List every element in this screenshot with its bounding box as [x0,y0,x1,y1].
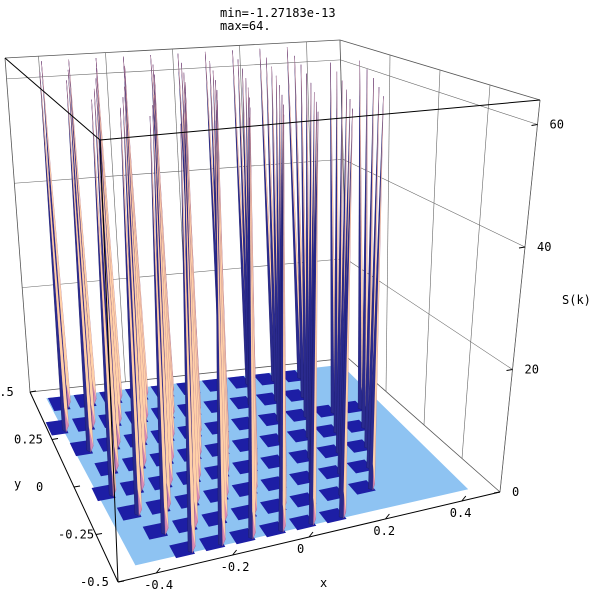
z-axis-title: S(k) [562,293,591,307]
surface-peaks [39,47,384,559]
peak-face-right [41,61,71,402]
peak-face-right [313,111,319,519]
x-axis-ticks: -0.4 -0.2 0 0.2 0.4 [144,495,472,592]
peak-face-right [68,69,96,422]
peak-shadow [282,389,309,402]
grid-line [461,84,491,459]
y-tick-label: -0.25 [58,528,94,542]
x-tick-mark [461,495,467,502]
x-tick-mark [232,549,237,556]
grid-line [105,52,126,382]
box-edge-front [99,99,541,141]
grid-line [423,69,441,426]
peak-face-right [66,80,94,446]
peak-face-right [372,96,384,485]
peak-face-right [94,88,119,466]
peak-face-right [150,116,169,528]
bounding-box-front [4,57,541,583]
peak-face-right [183,113,198,522]
y-tick-mark [29,390,37,393]
peak-face-right [343,108,353,512]
y-axis-title: y [14,477,21,491]
box-edge-front [4,57,101,141]
peak-face-right [68,59,97,399]
peak-face-right [124,66,148,415]
x-axis-title: x [320,576,327,590]
box-edge-front [99,139,119,583]
x-tick-mark [385,513,390,520]
peak-face-right [120,107,142,510]
y-tick-mark [51,438,59,440]
peak-face-right [153,64,175,412]
peak-face-right [215,120,226,540]
y-tick-label: 0 [36,480,43,494]
y-tick-label: -0.5 [80,575,109,589]
peak-face-right [185,82,202,452]
peak-face-right [95,78,121,442]
min-label: min=-1.27183e-13 [220,6,336,20]
peak-face-right [365,69,368,424]
peak-face-right [282,114,286,526]
grid-line [385,54,391,392]
z-tick-label: 60 [550,118,564,132]
y-tick-label: 0.5 [0,385,14,399]
y-tick-mark [117,580,125,583]
peak-face-right [216,110,228,516]
peak-face-right [259,48,277,378]
peak-face-right [216,90,230,470]
x-tick-label: -0.2 [221,560,250,574]
x-tick-mark [308,531,314,538]
z-tick-label: 20 [525,363,539,377]
peak-shadow [253,373,279,386]
peak-face-right [154,94,173,480]
peak-face-right [301,64,310,413]
x-tick-label: 0.4 [450,506,472,520]
x-tick-label: 0 [297,542,304,556]
peak-face-right [209,61,228,404]
peak-face-right [306,73,312,433]
peak-face-right [96,58,123,396]
max-label: max=64. [220,19,271,33]
peak-face-right [96,68,122,419]
peak-shadow [311,404,339,418]
x-tick-mark [155,567,161,574]
z-tick-mark [506,369,513,371]
z-tick-mark [531,124,538,126]
y-axis-ticks: 0.5 0.25 0 -0.25 -0.5 [0,385,125,589]
y-tick-mark [73,485,81,488]
y-tick-label: 0.25 [14,433,43,447]
peak-shadow [227,375,253,389]
z-tick-mark [493,491,501,494]
peak-face-right [122,97,145,485]
z-tick-label: 0 [512,485,519,499]
peak-face-right [91,99,116,490]
x-tick-label: 0.2 [373,524,395,538]
peak-face-right [123,56,148,393]
peak-face-right [152,105,171,504]
y-tick-mark [95,533,103,535]
peak-face-right [249,117,256,533]
peak-face-right [180,123,196,547]
peak-face-right [184,102,200,498]
peak-face-right [250,107,257,510]
peak-face-right [217,100,229,492]
z-axis-ticks: 0 20 40 60 [493,118,564,499]
peak-face-right [185,92,201,475]
peak-face-right [359,60,364,405]
peak-shadow [255,392,282,406]
peak-face-right [336,71,340,429]
z-tick-mark [518,246,526,249]
peak-face-right [368,78,374,444]
x-tick-label: -0.4 [144,578,173,592]
peak-face-right [154,74,175,434]
z-tick-label: 40 [537,240,551,254]
peak-face-right [124,86,147,461]
box-edge-back [4,57,31,393]
grid-line [499,99,541,493]
peak-face-right [154,84,174,457]
